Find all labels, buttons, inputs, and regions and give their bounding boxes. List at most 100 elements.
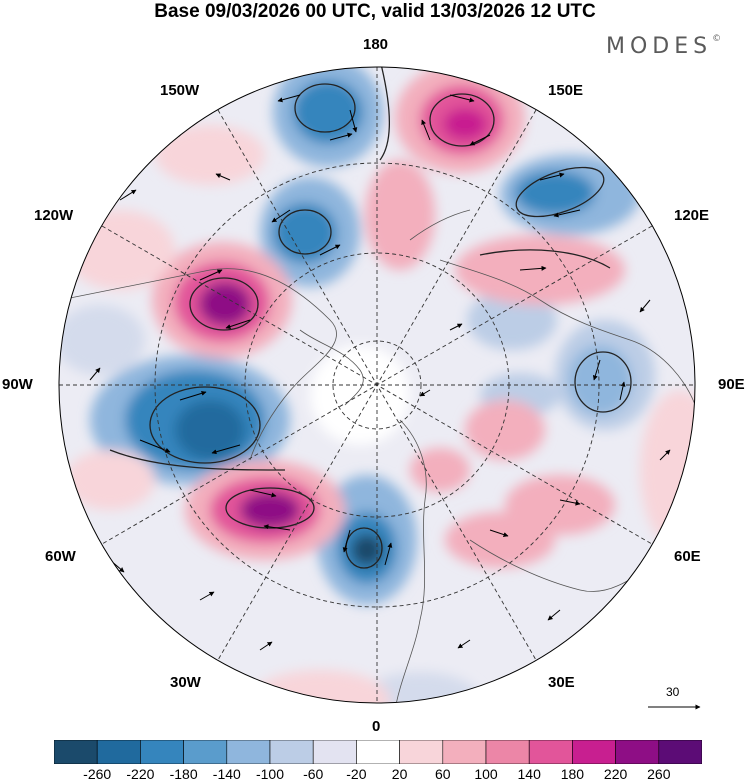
map-outline: [58, 66, 696, 704]
wind-arrow: [277, 94, 301, 103]
anomaly-high-core: [443, 108, 487, 140]
contour: [278, 209, 332, 255]
wind-arrow: [259, 641, 273, 651]
wind-arrow: [559, 499, 581, 506]
colorbar-swatch: [140, 740, 184, 764]
wind-arrow: [421, 119, 431, 141]
lon-label-90w: 90W: [2, 376, 33, 393]
coastline: [394, 419, 427, 703]
wind-arrow: [199, 269, 223, 281]
colorbar-tick-label: 220: [603, 766, 628, 782]
lon-label-90e: 90E: [718, 376, 745, 393]
wind-arrow: [329, 132, 353, 141]
colorbar-swatch: [183, 740, 228, 764]
wind-arrow: [225, 319, 251, 329]
wind-arrow: [349, 109, 358, 133]
wind-arrow: [547, 609, 561, 621]
wind-arrow: [119, 189, 137, 201]
map-disk: [59, 67, 695, 703]
contour: [479, 249, 611, 269]
wind-arrow: [271, 209, 291, 223]
contour: [189, 277, 259, 331]
lon-label-120w: 120W: [34, 207, 74, 224]
meridian: [101, 225, 653, 545]
lon-label-150w: 150W: [160, 82, 200, 99]
coastline: [59, 268, 337, 461]
colorbar-swatch: [442, 740, 487, 764]
anomaly-high: [65, 450, 155, 510]
colorbar-swatch: [658, 740, 702, 764]
wind-arrow: [489, 529, 509, 537]
wind-arrow: [179, 390, 207, 401]
wind-arrow: [639, 299, 651, 313]
colorbar-swatch: [356, 740, 400, 764]
colorbar-tick-label: 180: [560, 766, 585, 782]
anomaly-high: [445, 512, 555, 568]
colorbar-tick-labels: -260 -220 -180 -140 -100 -60 -20 20 60 100 140 180 2…: [0, 766, 750, 784]
wind-arrow: [319, 244, 341, 256]
coastline: [439, 259, 695, 421]
anomaly-low-core: [568, 345, 632, 415]
colorbar-tick-label: -100: [255, 766, 285, 782]
colorbar-tick-label: 260: [647, 766, 671, 782]
anomaly-high-core: [240, 492, 300, 528]
anomaly-low-core: [273, 203, 337, 263]
wind-arrow: [619, 381, 626, 401]
polar-map: [58, 66, 701, 710]
wind-arrow: [659, 449, 671, 461]
lon-label-150e: 150E: [548, 82, 584, 99]
wind-arrow: [449, 323, 463, 331]
wind-arrow: [539, 172, 565, 181]
contour: [429, 93, 495, 147]
colorbar-swatch: [54, 740, 98, 764]
wind-arrow: [592, 359, 601, 381]
modes-logo: MODES©: [606, 34, 721, 59]
map-title: Base 09/03/2026 00 UTC, valid 13/03/2026…: [154, 1, 596, 22]
wind-arrow: [519, 265, 547, 271]
colorbar-tick-label: -20: [346, 766, 367, 782]
lon-label-60w: 60W: [45, 548, 76, 565]
contour-lines: [109, 67, 632, 569]
wind-arrow: [419, 389, 431, 397]
wind-arrow: [199, 591, 215, 601]
contour: [515, 166, 605, 218]
colorbar-swatch: [96, 740, 141, 764]
anomaly-high: [410, 448, 470, 492]
wind-arrow: [457, 639, 471, 649]
colorbar-swatch: [399, 740, 444, 764]
lon-label-30w: 30W: [170, 674, 201, 691]
anomaly-low: [467, 290, 557, 350]
colorbar: [54, 740, 702, 764]
contour: [149, 386, 261, 464]
anomaly-high: [155, 125, 265, 185]
lon-label-60e: 60E: [674, 548, 701, 565]
anomaly-low: [59, 305, 145, 375]
graticule: [59, 67, 695, 703]
anomaly-field: [59, 67, 695, 703]
anomaly-low-core: [175, 400, 245, 460]
anomaly-high: [250, 670, 390, 703]
colorbar-tick-label: 60: [435, 766, 451, 782]
wind-arrow: [89, 367, 101, 381]
colorbar-tick-label: -260: [83, 766, 112, 782]
copyright-mark: ©: [712, 34, 722, 44]
anomaly-low-core: [351, 534, 383, 566]
anomaly-high: [465, 400, 545, 460]
colorbar-tick-label: -140: [212, 766, 241, 782]
colorbar-swatch: [528, 740, 573, 764]
colorbar-tick-label: 20: [391, 766, 408, 782]
colorbar-tick-label: -60: [303, 766, 324, 782]
anomaly-high: [455, 235, 625, 305]
colorbar-tick-label: -180: [169, 766, 198, 782]
lon-label-0: 0: [372, 718, 381, 735]
contour: [225, 487, 315, 529]
colorbar-swatch: [572, 740, 616, 764]
colorbar-swatch: [485, 740, 530, 764]
wind-arrow: [384, 542, 393, 566]
anomaly-low-core: [293, 80, 363, 144]
contour: [574, 351, 632, 413]
contour: [379, 67, 391, 161]
wind-arrow: [553, 209, 581, 218]
contour: [109, 449, 286, 471]
anomaly-high: [365, 160, 435, 270]
